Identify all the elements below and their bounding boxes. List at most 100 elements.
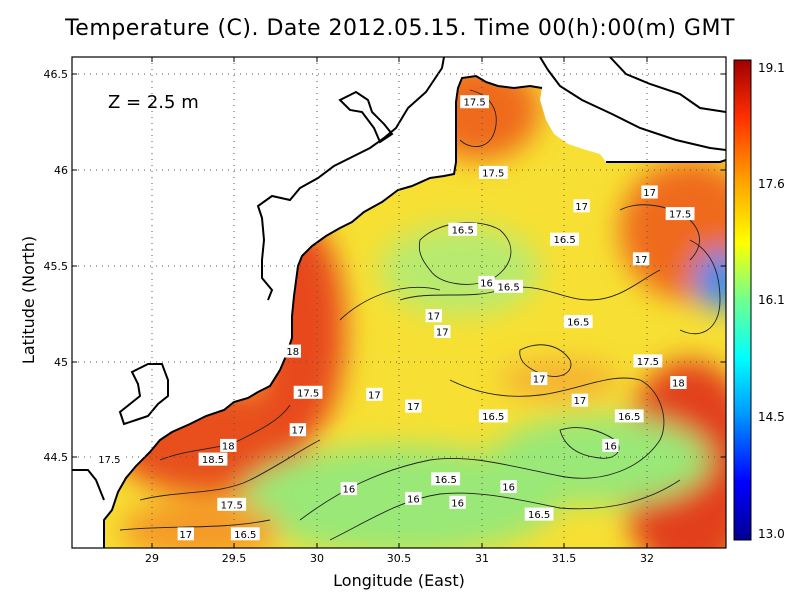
contour-label-box	[405, 491, 422, 505]
contour-label-box	[95, 452, 124, 466]
contour-label-box	[478, 165, 508, 179]
map-title: Temperature (C). Date 2012.05.15. Time 0…	[65, 16, 735, 41]
contour-label-box	[571, 393, 589, 407]
contour-label-box	[524, 507, 554, 521]
x-tick-label: 30	[310, 552, 324, 565]
contour-label-box	[563, 315, 593, 329]
x-tick-label: 29.5	[222, 552, 247, 565]
coastline	[72, 57, 726, 548]
contour-label-box	[293, 385, 323, 399]
contour-label: 16	[343, 485, 356, 496]
contour-label: 17.5	[482, 168, 504, 179]
contour-label: 16.5	[553, 235, 575, 246]
contour-label: 18	[222, 441, 235, 452]
contour-label: 16	[604, 441, 617, 452]
contour-label-box	[614, 409, 644, 423]
contour-label-box	[632, 252, 650, 266]
contour-label-box	[434, 325, 451, 338]
contour-label-box	[500, 480, 517, 494]
contour-label-box	[478, 275, 495, 289]
contour-label-box	[665, 207, 695, 221]
contour-label: 17	[635, 255, 648, 266]
contour-label-box	[460, 95, 489, 109]
contour-label-box	[530, 372, 548, 386]
contour-label: 17	[533, 375, 546, 386]
contour-label: 17	[643, 188, 656, 199]
contour-label: 16.5	[482, 412, 504, 423]
contour-label: 16.5	[497, 282, 519, 293]
contour-label: 17	[427, 312, 440, 323]
contour-label: 16.5	[435, 475, 457, 486]
colorbar-tick-label: 13.0	[758, 527, 785, 541]
contour-label: 18	[672, 379, 685, 390]
contour-label-box	[217, 497, 247, 511]
contour-label: 17.5	[463, 98, 485, 109]
contour-label-box	[573, 199, 590, 213]
contour-label: 17.5	[98, 455, 120, 466]
contour-label: 17	[368, 390, 381, 401]
contour-label: 16.5	[234, 530, 256, 541]
x-tick-label: 31	[475, 552, 489, 565]
x-tick-marks	[151, 57, 648, 548]
contour-label-box	[177, 527, 194, 541]
contour-label-box	[198, 452, 228, 466]
contour-label-box	[230, 527, 260, 541]
contour-label: 17	[407, 402, 420, 413]
contour-label: 16.5	[618, 412, 640, 423]
contour-label: 17	[574, 396, 587, 407]
contour-label-box	[340, 482, 358, 496]
contour-label: 16	[480, 278, 493, 289]
x-tick-label: 32	[640, 552, 654, 565]
contour-label: 17.5	[637, 357, 659, 368]
colorbar	[733, 59, 752, 541]
depth-label: Z = 2.5 m	[108, 92, 199, 113]
contour-label: 17	[575, 202, 588, 213]
x-tick-label: 30.5	[387, 552, 412, 565]
contour-label: 16	[407, 494, 420, 505]
contour-label-box	[405, 399, 422, 413]
contour-label: 17.5	[669, 210, 691, 221]
contour-label-box	[550, 232, 579, 246]
x-axis-label: Longitude (East)	[333, 571, 465, 590]
contour-label-box	[602, 438, 619, 452]
contour-label-box	[478, 409, 508, 423]
contour-label: 18.5	[202, 455, 224, 466]
contour-label-box	[220, 438, 237, 452]
contour-label-box	[431, 472, 461, 486]
x-tick-label: 31.5	[552, 552, 577, 565]
contour-label: 16	[502, 483, 515, 494]
contour-label: 16.5	[528, 510, 550, 521]
y-tick-label: 45	[54, 356, 68, 369]
y-tick-label: 45.5	[44, 260, 69, 273]
contour-label-box	[670, 376, 687, 389]
y-axis-label: Latitude (North)	[19, 236, 38, 364]
y-tick-label: 44.5	[44, 451, 69, 464]
colorbar-tick-label: 14.5	[758, 410, 785, 424]
contour-label-box	[284, 344, 301, 358]
contour-label-box	[494, 279, 523, 293]
contour-label-box	[289, 423, 307, 437]
contour-label: 16	[451, 498, 464, 509]
contour-label-box	[448, 222, 478, 236]
contour-labels: 17.5 17.5 17 17 17.5 16.5 16.5 17 16 16.5 17 16.5 17…	[95, 95, 695, 541]
colorbar-tick-label: 19.1	[758, 61, 785, 75]
contour-label-box	[449, 495, 466, 509]
contour-label: 17	[436, 328, 449, 339]
contour-label: 16.5	[567, 318, 589, 329]
contour-label-box	[641, 185, 658, 199]
contour-lines	[119, 89, 721, 541]
contour-label-box	[366, 387, 383, 401]
colorbar-tick-label: 17.6	[758, 177, 785, 191]
colorbar-tick-label: 16.1	[758, 293, 785, 307]
x-tick-label: 29	[145, 552, 159, 565]
grid	[72, 57, 726, 548]
contour-label: 18	[286, 347, 299, 358]
contour-label-box	[425, 309, 442, 323]
y-tick-label: 46	[54, 164, 68, 177]
contour-label-box	[633, 354, 663, 368]
contour-label: 17.5	[221, 500, 243, 511]
y-tick-marks	[72, 73, 726, 458]
contour-label: 16.5	[452, 225, 474, 236]
y-tick-label: 46.5	[44, 68, 69, 81]
